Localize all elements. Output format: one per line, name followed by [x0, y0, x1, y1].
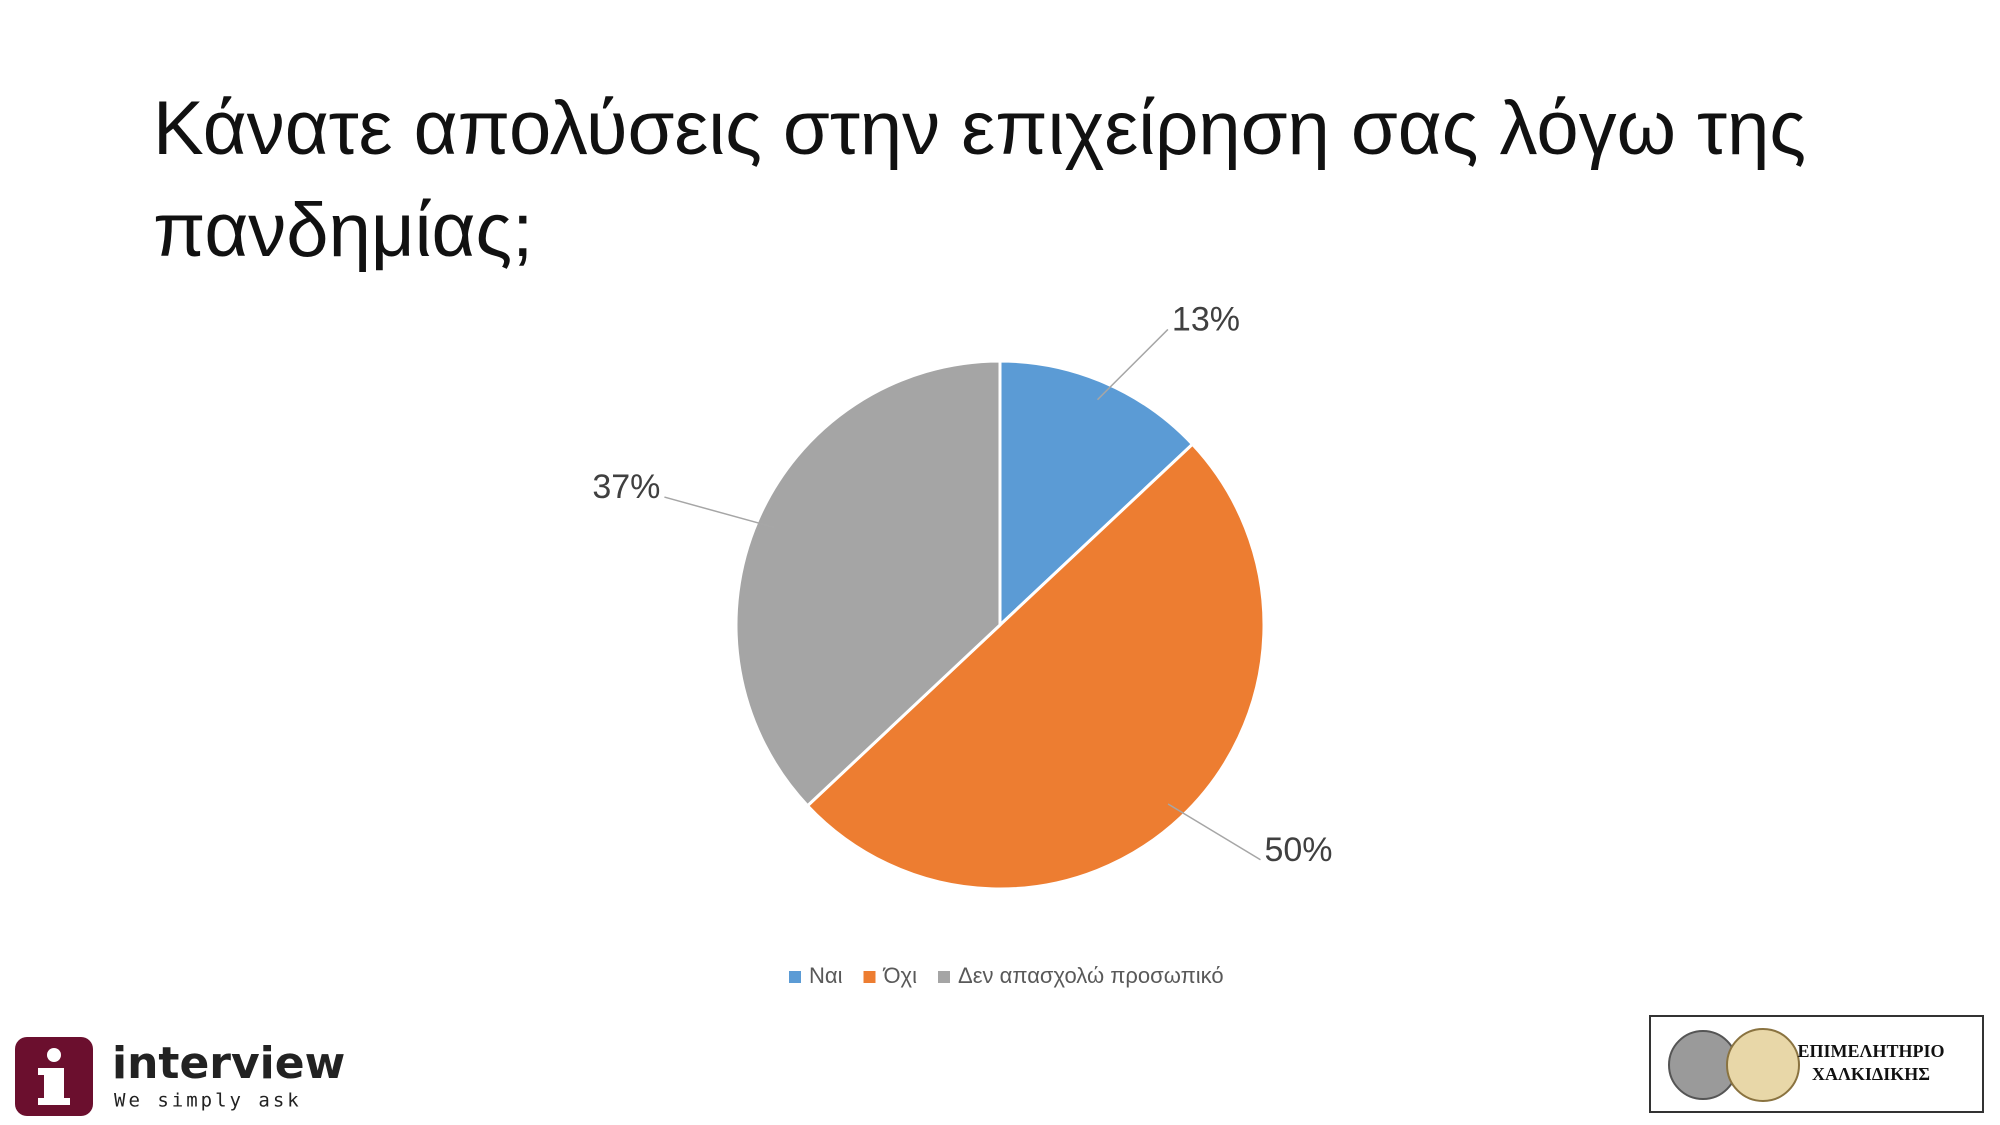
- leader-line: [1096, 328, 1169, 401]
- data-label: 37%: [592, 468, 660, 506]
- legend-label: Δεν απασχολώ προσωπικό: [958, 963, 1224, 988]
- interview-logo: interview We simply ask: [15, 1037, 345, 1116]
- data-label: 13%: [1172, 300, 1240, 338]
- legend-swatch: [789, 971, 801, 983]
- legend-label: Ναι: [809, 963, 843, 988]
- chamber-name: ΕΠΙΜΕΛΗΤΗΡΙΟ: [1798, 1041, 1945, 1061]
- brand-name: interview: [112, 1038, 345, 1089]
- pie-slice: [998, 359, 1195, 629]
- leader-line: [1167, 803, 1261, 861]
- legend-swatch: [938, 971, 950, 983]
- logo-serif: [38, 1098, 70, 1105]
- pie-slice: [805, 442, 1266, 891]
- legend-swatch: [863, 971, 876, 983]
- pie-slice: [734, 359, 1002, 808]
- logo-serif: [38, 1068, 50, 1075]
- data-label: 50%: [1264, 831, 1332, 869]
- chamber-name: ΧΑΛΚΙΔΙΚΗΣ: [1812, 1064, 1930, 1084]
- coin: [1726, 1028, 1800, 1102]
- chart-title: Κάνατε απολύσεις στην επιχείρηση σας λόγ…: [153, 86, 1806, 273]
- leader-line: [664, 496, 775, 529]
- legend-label: Όχι: [883, 963, 918, 988]
- brand-tagline: We simply ask: [114, 1090, 302, 1112]
- logo-stem: [44, 1068, 64, 1104]
- chamber-logo: ΕΠΙΜΕΛΗΤΗΡΙΟ ΧΑΛΚΙΔΙΚΗΣ: [1649, 1015, 1984, 1113]
- logo-dot: [47, 1048, 61, 1062]
